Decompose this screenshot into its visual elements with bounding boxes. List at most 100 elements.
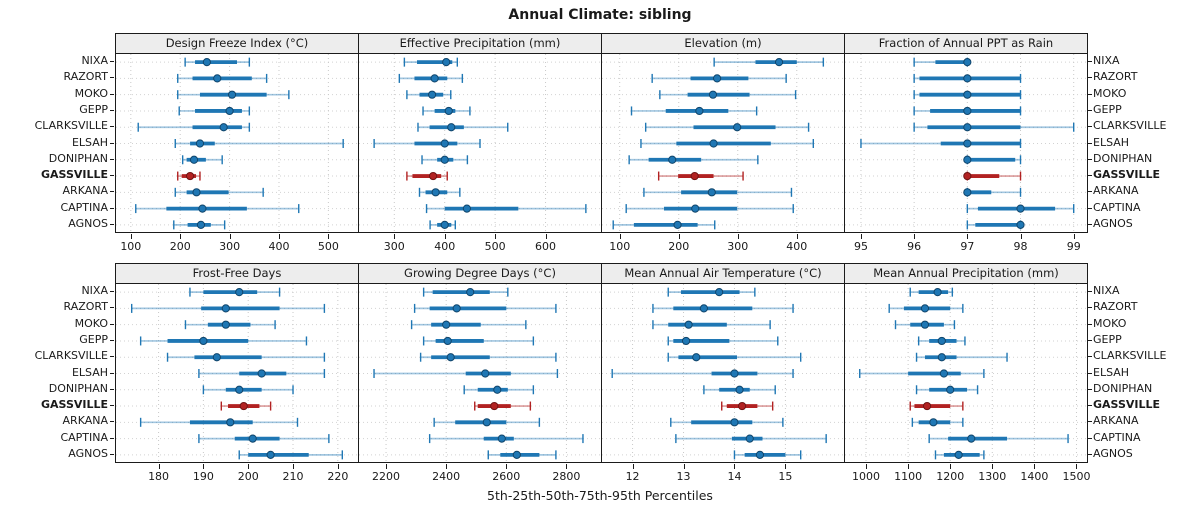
x-tick-label: 210 xyxy=(282,470,304,483)
row-tick xyxy=(1088,339,1092,341)
median-dot-agnos xyxy=(440,220,449,229)
row-label-moko: MOKO xyxy=(1093,316,1127,330)
row-tick xyxy=(1088,453,1092,455)
x-tick-label: 96 xyxy=(907,240,922,253)
median-dot-arkana xyxy=(482,418,491,427)
panel-header-mean-annual-precipitation: Mean Annual Precipitation (mm) xyxy=(845,264,1087,284)
x-tick-label: 500 xyxy=(317,240,339,253)
median-dot-razort xyxy=(221,304,230,313)
x-tick xyxy=(1076,464,1078,469)
row-tick xyxy=(1088,307,1092,309)
row-label-nixa: NIXA xyxy=(81,54,108,68)
median-dot-gepp xyxy=(444,106,453,116)
median-dot-arkana xyxy=(431,188,440,197)
panel-mean-annual-air-temperature: Mean Annual Air Temperature (°C) xyxy=(601,263,845,463)
plot-mean-annual-air-temperature xyxy=(602,284,844,463)
row-tick xyxy=(1088,77,1092,79)
x-tick xyxy=(678,234,680,239)
median-dot-clarksville xyxy=(447,123,456,132)
x-tick-label: 95 xyxy=(853,240,868,253)
row-label-arkana: ARKANA xyxy=(1093,414,1139,428)
x-axis-top: 100 200 300 400 500 300 400 500 600 100 200 300 400 9… xyxy=(115,234,1088,258)
row-label-razort: RAZORT xyxy=(63,300,108,314)
row-tick xyxy=(110,372,114,374)
median-dot-gepp xyxy=(963,106,972,116)
row-tick xyxy=(110,453,114,455)
panel-row-top: NIXA RAZORT MOKO GEPP CLARKSVILLE ELSAH DONIPH… xyxy=(0,33,1200,259)
row-tick xyxy=(110,175,114,177)
median-dot-elsah xyxy=(730,369,739,378)
x-tick-label: 300 xyxy=(727,240,749,253)
row-tick xyxy=(1088,109,1092,111)
x-tick-label: 2400 xyxy=(432,470,461,483)
row-label-elsah: ELSAH xyxy=(71,135,108,149)
row-tick xyxy=(110,142,114,144)
median-dot-gepp xyxy=(681,336,691,346)
median-dot-captina xyxy=(248,434,257,443)
median-dot-razort xyxy=(213,74,222,83)
panel-header-frost-free-days: Frost-Free Days xyxy=(116,264,358,284)
x-tick-label: 200 xyxy=(169,240,191,253)
x-tick-label: 300 xyxy=(383,240,405,253)
x-tick xyxy=(632,464,634,469)
median-dot-captina xyxy=(497,434,506,443)
row-tick xyxy=(110,223,114,225)
row-label-gassville: GASSVILLE xyxy=(1093,398,1161,412)
median-dot-gassville xyxy=(185,171,195,181)
median-dot-razort xyxy=(920,304,930,313)
row-label-agnos: AGNOS xyxy=(1093,446,1133,460)
row-tick xyxy=(110,61,114,63)
median-dot-moko xyxy=(684,320,693,329)
median-dot-arkana xyxy=(730,418,739,427)
row-tick xyxy=(110,291,114,293)
row-label-captina: CAPTINA xyxy=(1093,430,1141,444)
row-tick xyxy=(110,437,114,439)
row-label-elsah: ELSAH xyxy=(1093,365,1130,379)
row-labels-left: NIXA RAZORT MOKO GEPP CLARKSVILLE ELSAH DONIPH… xyxy=(0,283,108,463)
row-labels-left: NIXA RAZORT MOKO GEPP CLARKSVILLE ELSAH DONIPH… xyxy=(0,53,108,233)
row-tick xyxy=(110,191,114,193)
row-tick xyxy=(1088,388,1092,390)
row-label-moko: MOKO xyxy=(74,316,108,330)
row-label-captina: CAPTINA xyxy=(60,200,108,214)
x-tick-label: 500 xyxy=(484,240,506,253)
row-tick xyxy=(1088,207,1092,209)
x-tick xyxy=(386,464,388,469)
median-dot-gepp xyxy=(443,336,452,346)
median-dot-agnos xyxy=(755,450,765,459)
row-label-clarksville: CLARKSVILLE xyxy=(34,119,108,133)
median-dot-captina xyxy=(691,204,700,213)
x-tick xyxy=(950,464,952,469)
x-tick-label: 1400 xyxy=(1020,470,1049,483)
median-dot-doniphan xyxy=(963,155,972,164)
x-tick xyxy=(860,234,862,239)
percentiles-caption: 5th-25th-50th-75th-95th Percentiles xyxy=(487,488,713,503)
median-dot-agnos xyxy=(954,450,963,459)
x-tick-label: 220 xyxy=(327,470,349,483)
median-dot-clarksville xyxy=(219,123,228,132)
median-dot-elsah xyxy=(481,369,490,378)
row-tick xyxy=(110,109,114,111)
median-dot-gassville xyxy=(690,171,699,181)
median-dot-nixa xyxy=(774,58,784,67)
median-dot-gepp xyxy=(225,106,234,116)
median-dot-nixa xyxy=(442,58,451,67)
row-label-clarksville: CLARKSVILLE xyxy=(34,349,108,363)
row-tick xyxy=(1088,191,1092,193)
median-dot-clarksville xyxy=(733,123,742,132)
x-tick xyxy=(337,464,339,469)
median-dot-agnos xyxy=(512,450,521,459)
median-dot-clarksville xyxy=(937,353,946,362)
panel-fraction-ppt-rain: Fraction of Annual PPT as Rain xyxy=(844,33,1088,233)
median-dot-moko xyxy=(442,320,451,329)
median-dot-doniphan xyxy=(493,385,502,394)
x-tick-label: 15 xyxy=(778,470,793,483)
row-tick xyxy=(1088,175,1092,177)
row-labels-right: NIXA RAZORT MOKO GEPP CLARKSVILLE ELSAH DONIPH… xyxy=(1093,283,1199,463)
x-tick xyxy=(446,464,448,469)
row-tick xyxy=(110,207,114,209)
panel-row-bottom: NIXA RAZORT MOKO GEPP CLARKSVILLE ELSAH DONIPH… xyxy=(0,263,1200,489)
row-label-elsah: ELSAH xyxy=(1093,135,1130,149)
x-tick xyxy=(545,234,547,239)
row-label-razort: RAZORT xyxy=(63,70,108,84)
